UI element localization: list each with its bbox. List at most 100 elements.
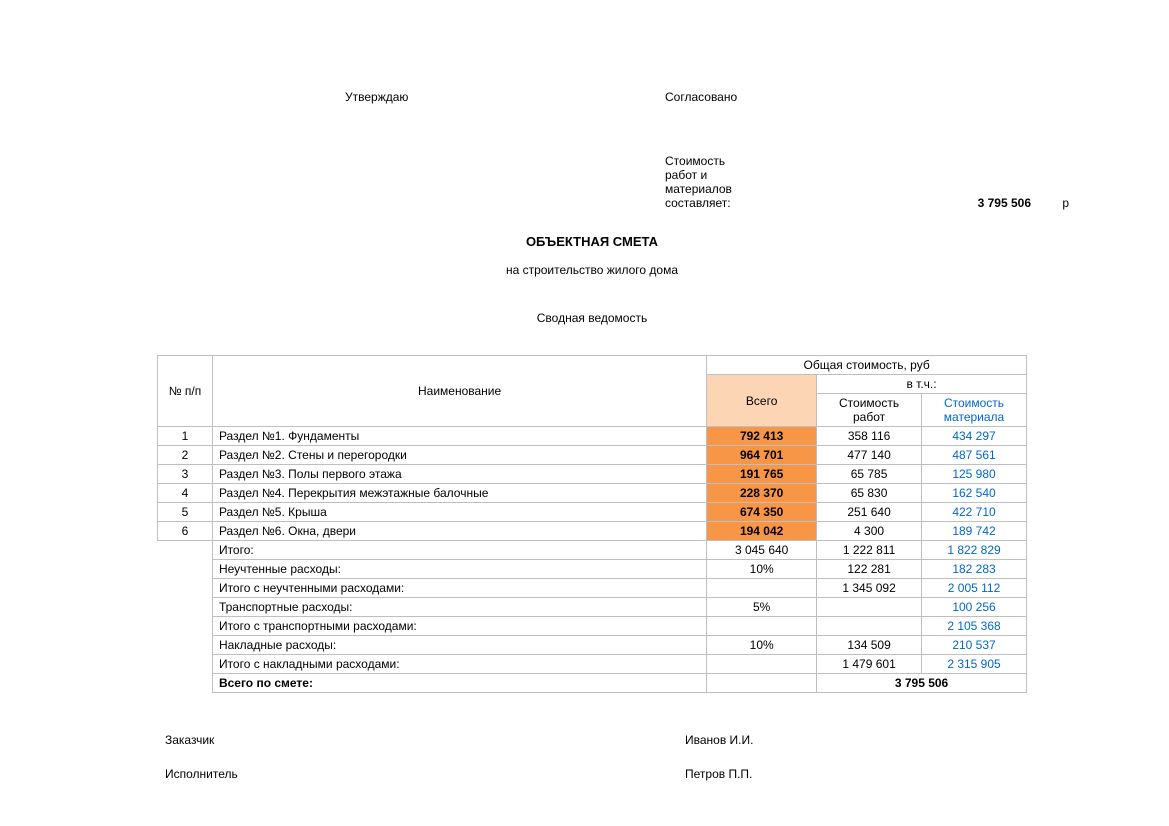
cell-name: Итого с накладными расходами: [212,655,706,674]
cell-work: 134 509 [817,636,922,655]
grand-total-gap [707,674,817,693]
table-row: 2Раздел №2. Стены и перегородки964 70147… [158,446,1027,465]
cell-material: 182 283 [922,560,1027,579]
cell-total: 5% [707,598,817,617]
cost-summary-label: Стоимость работ и материалов составляет: [115,154,732,210]
cost-summary: Стоимость работ и материалов составляет:… [115,154,1069,210]
customer-row: Заказчик Иванов И.И. [165,733,1069,747]
cell-work: 1 479 601 [817,655,922,674]
summary-row: Итого с накладными расходами: 1 479 6012 … [158,655,1027,674]
summary-row: Накладные расходы:10%134 509210 537 [158,636,1027,655]
cost-summary-unit: р [1051,196,1069,210]
cell-blank [158,579,213,598]
cell-total [707,579,817,598]
cell-blank [158,560,213,579]
cell-total: 10% [707,560,817,579]
table-header: № п/п Наименование Общая стоимость, руб … [158,356,1027,427]
cell-total: 3 045 640 [707,541,817,560]
cell-material: 422 710 [922,503,1027,522]
th-material: Стоимость материала [922,394,1027,427]
cell-material: 125 980 [922,465,1027,484]
cell-total [707,655,817,674]
table-row: 3Раздел №3. Полы первого этажа191 76565 … [158,465,1027,484]
executor-label: Исполнитель [165,767,685,781]
table-body: 1Раздел №1. Фундаменты792 413358 116434 … [158,427,1027,693]
cell-num: 4 [158,484,213,503]
cell-work: 1 345 092 [817,579,922,598]
agree-label: Согласовано [455,90,1069,104]
cell-blank [158,617,213,636]
summary-row: Итого:3 045 6401 222 8111 822 829 [158,541,1027,560]
cell-name: Раздел №6. Окна, двери [212,522,706,541]
cell-work [817,598,922,617]
table-row: 1Раздел №1. Фундаменты792 413358 116434 … [158,427,1027,446]
executor-row: Исполнитель Петров П.П. [165,767,1069,781]
summary-row: Транспортные расходы:5% 100 256 [158,598,1027,617]
cell-work: 358 116 [817,427,922,446]
cell-material: 487 561 [922,446,1027,465]
summary-label: Сводная ведомость [115,311,1069,325]
cell-material: 189 742 [922,522,1027,541]
cell-blank [158,636,213,655]
doc-subtitle: на строительство жилого дома [115,263,1069,277]
cell-total [707,617,817,636]
executor-name: Петров П.П. [685,767,752,781]
cost-summary-value: 3 795 506 [732,196,1051,210]
th-group: Общая стоимость, руб [707,356,1027,375]
cell-material: 1 822 829 [922,541,1027,560]
cell-material: 434 297 [922,427,1027,446]
cell-num: 3 [158,465,213,484]
cell-name: Итого с транспортными расходами: [212,617,706,636]
cell-name: Раздел №3. Полы первого этажа [212,465,706,484]
cell-blank [158,598,213,617]
summary-row: Итого с неучтенными расходами: 1 345 0922… [158,579,1027,598]
th-work: Стоимость работ [817,394,922,427]
cell-blank [158,655,213,674]
grand-total-value: 3 795 506 [817,674,1027,693]
cost-label-line1: Стоимость работ и материалов [665,154,732,196]
customer-name: Иванов И.И. [685,733,753,747]
cell-name: Раздел №5. Крыша [212,503,706,522]
footer: Заказчик Иванов И.И. Исполнитель Петров … [115,733,1069,781]
cell-name: Неучтенные расходы: [212,560,706,579]
cell-total: 792 413 [707,427,817,446]
cell-total: 10% [707,636,817,655]
cell-num: 1 [158,427,213,446]
doc-title: ОБЪЕКТНАЯ СМЕТА [115,234,1069,249]
cell-name: Накладные расходы: [212,636,706,655]
table-row: 6Раздел №6. Окна, двери194 0424 300189 7… [158,522,1027,541]
cell-num: 2 [158,446,213,465]
cell-material: 2 315 905 [922,655,1027,674]
cell-blank [158,674,213,693]
cell-name: Раздел №4. Перекрытия межэтажные балочны… [212,484,706,503]
cell-material: 210 537 [922,636,1027,655]
cell-total: 194 042 [707,522,817,541]
cell-work: 4 300 [817,522,922,541]
cell-blank [158,541,213,560]
estimate-table: № п/п Наименование Общая стоимость, руб … [157,355,1027,693]
cell-material: 100 256 [922,598,1027,617]
cell-total: 674 350 [707,503,817,522]
cell-name: Итого: [212,541,706,560]
customer-label: Заказчик [165,733,685,747]
table-row: 5Раздел №5. Крыша674 350251 640422 710 [158,503,1027,522]
cell-total: 964 701 [707,446,817,465]
cell-work: 65 785 [817,465,922,484]
cell-name: Транспортные расходы: [212,598,706,617]
cell-name: Итого с неучтенными расходами: [212,579,706,598]
th-name: Наименование [212,356,706,427]
cell-work: 251 640 [817,503,922,522]
cell-material: 162 540 [922,484,1027,503]
cell-total: 191 765 [707,465,817,484]
approval-row: Утверждаю Согласовано [115,90,1069,104]
grand-total-row: Всего по смете: 3 795 506 [158,674,1027,693]
th-total: Всего [707,375,817,427]
th-sub-group: в т.ч.: [817,375,1027,394]
page: Утверждаю Согласовано Стоимость работ и … [0,0,1169,826]
cell-material: 2 005 112 [922,579,1027,598]
table-row: 4Раздел №4. Перекрытия межэтажные балочн… [158,484,1027,503]
approve-label: Утверждаю [115,90,455,104]
cell-num: 6 [158,522,213,541]
cell-num: 5 [158,503,213,522]
grand-total-name: Всего по смете: [212,674,706,693]
